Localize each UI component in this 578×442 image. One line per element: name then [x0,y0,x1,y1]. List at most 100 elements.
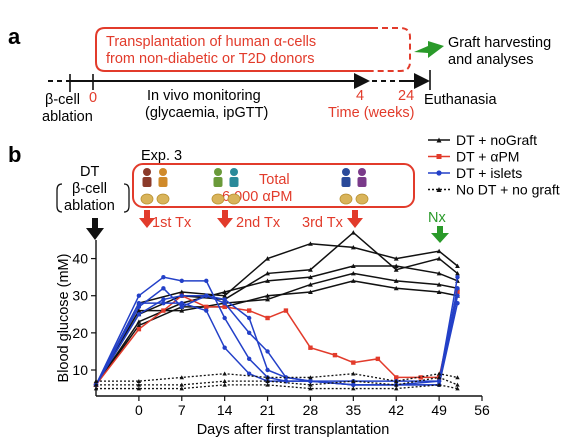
x-tick-label: 28 [303,402,319,418]
islet-dish-icon [156,193,170,205]
data-point [350,278,356,283]
legend-marker [436,170,442,176]
tick-0-label: 0 [89,90,97,106]
donor-head-icon [143,168,151,176]
data-point [455,274,460,280]
data-point [265,349,270,354]
data-point [222,371,227,376]
data-point [455,286,460,291]
data-point [179,375,184,380]
data-point [351,378,356,383]
data-point [179,278,184,284]
data-point [161,274,166,280]
series-line [96,384,458,390]
data-point [394,382,399,387]
data-point [204,293,209,298]
data-point [161,297,166,302]
data-point [393,278,399,283]
data-point [222,300,227,306]
data-point [136,323,142,328]
tx3-label: 3rd Tx [302,215,344,231]
data-point [136,293,142,298]
x-tick-label: 42 [388,402,404,418]
series-line [95,291,459,386]
tx2-arrow-icon [217,210,233,228]
dt-down-arrow-icon [86,218,104,240]
data-point [455,386,460,391]
x-tick-label: 35 [346,402,362,418]
data-point [179,304,184,310]
data-point [283,308,289,313]
data-point [246,315,252,321]
bracket-left [56,183,63,213]
series-line [95,265,458,386]
y-tick-label: 10 [72,362,88,378]
dt-label: DT [80,164,99,180]
transplant-text-1: Transplantation of human α-cells [106,34,316,50]
data-point [93,378,99,383]
data-point [136,382,142,387]
data-point [308,267,313,272]
time-weeks-label: Time (weeks) [328,105,414,121]
data-point [179,289,185,294]
tx3-arrow-icon [347,210,363,228]
data-point [455,263,460,268]
data-point [265,367,270,373]
x-tick-label: 49 [431,402,447,418]
data-point [393,256,399,261]
data-point [308,382,313,387]
tick-4-label: 4 [356,88,364,104]
data-point [455,375,460,380]
data-point [351,371,356,376]
x-tick-label: 14 [217,402,233,418]
series-line [95,242,458,386]
data-point [350,271,356,276]
data-point [161,300,166,306]
data-point [222,304,227,310]
data-point [418,375,423,380]
data-point [222,378,227,383]
data-point [179,300,184,306]
data-point [351,386,356,391]
data-point [136,319,142,324]
y-axis-label: Blood glucose (mM) [56,254,72,383]
donor-body-icon [341,177,351,187]
data-point [246,356,252,362]
dt-ablation-label: ablation [64,198,115,214]
data-point [222,293,228,298]
legend-label: No DT + no graft [456,182,560,198]
data-point [179,382,184,387]
data-point [308,282,313,287]
monitoring-text-1: In vivo monitoring [147,88,261,104]
islet-dish-icon [355,193,369,205]
data-point [93,386,99,391]
data-point [394,386,399,391]
data-point [204,278,209,284]
data-point [436,382,442,387]
data-point [222,315,227,321]
series-line [96,373,458,382]
data-point [204,308,209,313]
data-point [394,375,399,380]
data-point [350,263,356,268]
donor-body-icon [229,177,239,187]
data-point [265,271,270,276]
data-point [375,356,381,362]
donor-head-icon [214,168,222,176]
panel-b-letter: b [8,142,21,167]
data-point [393,263,399,268]
series-line [95,276,459,386]
donor-head-icon [342,168,350,176]
x-tick-label: 0 [135,402,143,418]
legend-label: DT + αPM [456,149,519,165]
data-point [351,382,356,388]
data-point [265,378,270,383]
harvest-text-1: Graft harvesting [448,35,551,51]
series-line [95,272,458,386]
tx1-arrow-icon [139,210,155,228]
data-point [222,289,228,294]
data-point [436,282,442,287]
data-point [204,304,209,310]
data-point [179,293,184,298]
islet-dish-icon [227,193,241,205]
